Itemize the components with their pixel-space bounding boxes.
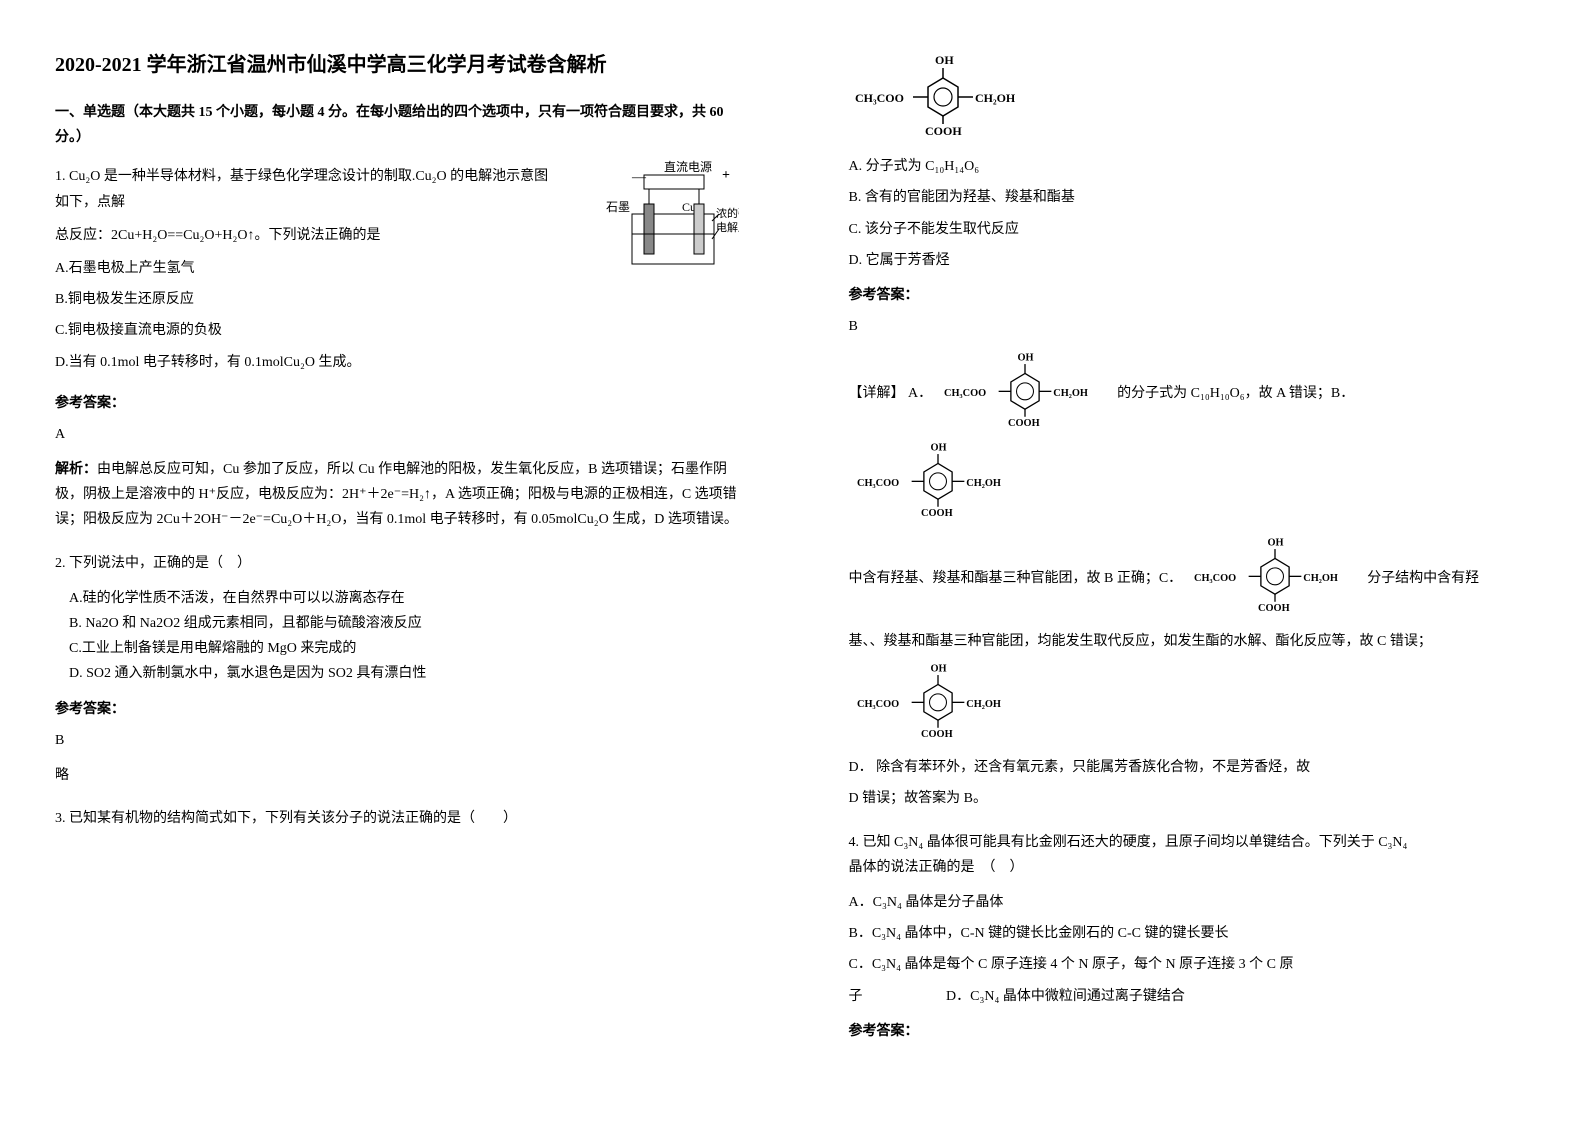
diagram-cu-electrode <box>694 204 704 254</box>
q3-detail-b: 中含有羟基、羧基和酯基三种官能团，故 B 正确；C． OH CH₂OH CH₃C… <box>849 534 1533 623</box>
svg-text:OH: OH <box>935 53 954 67</box>
svg-text:CH₂OH: CH₂OH <box>966 699 1001 710</box>
q2-answer: B <box>55 728 739 753</box>
q3-option-b: B. 含有的官能团为羟基、羧基和酯基 <box>849 185 1533 210</box>
diagram-battery <box>644 175 704 189</box>
q4-stem-1: 4. 已知 C₃N₄ 晶体很可能具有比金刚石还大的硬度，且原子间均以单键结合。下… <box>849 830 1533 855</box>
q1-analysis-label: 解析： <box>55 462 97 477</box>
q4-answer-label: 参考答案： <box>849 1019 1533 1044</box>
q1-analysis: 解析：由电解总反应可知，Cu 参加了反应，所以 Cu 作电解池的阳极，发生氧化反… <box>55 457 739 533</box>
svg-text:CH₂OH: CH₂OH <box>975 91 1016 105</box>
q3-option-d: D. 它属于芳香烃 <box>849 248 1533 273</box>
q2-option-c: C.工业上制备镁是用电解熔融的 MgO 来完成的 <box>69 636 739 661</box>
diagram-label-right1: 浓的强碱性 <box>716 206 739 220</box>
struct-formula-d: OH CH₂OH CH₃COO COOH <box>853 660 1023 749</box>
q3-detail-d: OH CH₂OH CH₃COO COOH <box>849 660 1533 749</box>
question-2: 2. 下列说法中，正确的是（ ） A.硅的化学性质不活泼，在自然界中可以以游离态… <box>55 551 739 789</box>
q3-detail-b1: 中含有羟基、羧基和酯基三种官能团，故 B 正确；C． <box>849 571 1183 586</box>
q3-answer-label: 参考答案： <box>849 283 1533 308</box>
svg-text:COOH: COOH <box>925 124 962 137</box>
struct-formula-b: OH CH₂OH CH₃COO COOH <box>853 439 1023 528</box>
diagram-graphite-electrode <box>644 204 654 254</box>
q3-detail-a2: 的分子式为 C₁₀H₁₀O₆，故 A 错误；B． <box>1117 386 1354 401</box>
svg-text:OH: OH <box>1017 353 1033 364</box>
svg-text:CH₃COO: CH₃COO <box>857 478 899 489</box>
svg-text:CH₃COO: CH₃COO <box>1194 573 1236 584</box>
q3-option-c: C. 该分子不能发生取代反应 <box>849 217 1533 242</box>
q4-option-b: B．C₃N₄ 晶体中，C-N 键的键长比金刚石的 C-C 键的键长要长 <box>849 921 1533 946</box>
q3-detail-d2: D． 除含有苯环外，还含有氧元素，只能属芳香族化合物，不是芳香烃，故 <box>849 755 1533 780</box>
q4-option-d: D．C₃N₄ 晶体中微粒间通过离子键结合 <box>946 989 1185 1004</box>
q4-option-c2-text: 子 <box>849 989 863 1004</box>
diagram-label-top: 直流电源 <box>664 160 712 174</box>
q3-detail-c: 基、、羧基和酯基三种官能团，均能发生取代反应，如发生酯的水解、酯化反应等，故 C… <box>849 629 1533 654</box>
q1-analysis-text: 由电解总反应可知，Cu 参加了反应，所以 Cu 作电解池的阳极，发生氧化反应，B… <box>55 462 738 527</box>
q3-detail-a: 【详解】 A． OH CH₂OH CH₃COO COOH 的分子式为 C₁₀H₁… <box>849 349 1533 527</box>
q3-answer: B <box>849 314 1533 339</box>
q3-stem: 3. 已知某有机物的结构简式如下，下列有关该分子的说法正确的是（ ） <box>55 806 739 831</box>
svg-text:COOH: COOH <box>921 729 953 740</box>
diagram-minus: — <box>631 170 647 185</box>
q4-stem-2: 晶体的说法正确的是 （ ） <box>849 855 1533 880</box>
svg-text:CH₂OH: CH₂OH <box>1053 388 1088 399</box>
q4-option-a: A．C₃N₄ 晶体是分子晶体 <box>849 890 1533 915</box>
page-title: 2020-2021 学年浙江省温州市仙溪中学高三化学月考试卷含解析 <box>55 50 739 80</box>
svg-text:CH₃COO: CH₃COO <box>944 388 986 399</box>
q3-structure-formula: OH CH₂OH CH₃COO COOH <box>853 52 1033 146</box>
q1-answer: A <box>55 422 739 447</box>
q3-detail-a1: A． <box>908 386 932 401</box>
q3-detail-d-2: 除含有苯环外，还含有氧元素，只能属芳香族化合物，不是芳香烃，故 <box>876 760 1310 775</box>
q3-option-a: A. 分子式为 C₁₀H₁₄O₆ <box>849 154 1533 179</box>
diagram-label-left: 石墨 <box>606 200 630 214</box>
struct-formula-c: OH CH₂OH CH₃COO COOH <box>1190 534 1360 623</box>
q2-option-d: D. SO2 通入新制氯水中，氯水退色是因为 SO2 具有漂白性 <box>69 661 739 686</box>
q1-answer-label: 参考答案： <box>55 391 739 416</box>
q2-option-a: A.硅的化学性质不活泼，在自然界中可以以游离态存在 <box>69 586 739 611</box>
svg-text:OH: OH <box>1267 537 1283 548</box>
q4-option-c: C．C₃N₄ 晶体是每个 C 原子连接 4 个 N 原子，每个 N 原子连接 3… <box>849 952 1533 977</box>
svg-text:CH₃COO: CH₃COO <box>855 91 904 105</box>
diagram-plus: + <box>722 168 730 183</box>
svg-text:COOH: COOH <box>1008 418 1040 429</box>
q1-option-d: D.当有 0.1mol 电子转移时，有 0.1molCu₂O 生成。 <box>55 350 739 375</box>
q2-stem: 2. 下列说法中，正确的是（ ） <box>55 551 739 576</box>
q3-detail-b2: 分子结构中含有羟 <box>1367 571 1479 586</box>
q2-answer-label: 参考答案： <box>55 697 739 722</box>
diagram-label-right2: 电解质溶液 <box>716 220 739 234</box>
q3-detail-d3: D 错误；故答案为 B。 <box>849 786 1533 811</box>
svg-text:OH: OH <box>930 442 946 453</box>
section-header: 一、单选题（本大题共 15 个小题，每小题 4 分。在每小题给出的四个选项中，只… <box>55 100 739 150</box>
question-3: 3. 已知某有机物的结构简式如下，下列有关该分子的说法正确的是（ ） <box>55 806 739 831</box>
svg-text:OH: OH <box>930 663 946 674</box>
question-1: 直流电源 + — 石墨 Cu 浓的强碱性 电解质溶液 1. Cu₂O 是一种半导… <box>55 164 739 532</box>
svg-text:CH₂OH: CH₂OH <box>966 478 1001 489</box>
q4-option-c2: 子 D．C₃N₄ 晶体中微粒间通过离子键结合 <box>849 984 1533 1009</box>
q1-option-b: B.铜电极发生还原反应 <box>55 287 739 312</box>
svg-text:COOH: COOH <box>921 508 953 519</box>
svg-text:CH₂OH: CH₂OH <box>1303 573 1338 584</box>
q3-detail-d-1: D． <box>849 760 873 775</box>
struct-formula-a: OH CH₂OH CH₃COO COOH <box>940 349 1110 438</box>
q3-detail-label: 【详解】 <box>849 386 905 401</box>
svg-text:COOH: COOH <box>1258 603 1290 614</box>
q2-option-b: B. Na2O 和 Na2O2 组成元素相同，且都能与硫酸溶液反应 <box>69 611 739 636</box>
question-4: 4. 已知 C₃N₄ 晶体很可能具有比金刚石还大的硬度，且原子间均以单键结合。下… <box>849 830 1533 1044</box>
svg-text:CH₃COO: CH₃COO <box>857 699 899 710</box>
q1-option-c: C.铜电极接直流电源的负极 <box>55 318 739 343</box>
q2-analysis: 略 <box>55 763 739 788</box>
electrolysis-diagram: 直流电源 + — 石墨 Cu 浓的强碱性 电解质溶液 <box>564 159 739 288</box>
